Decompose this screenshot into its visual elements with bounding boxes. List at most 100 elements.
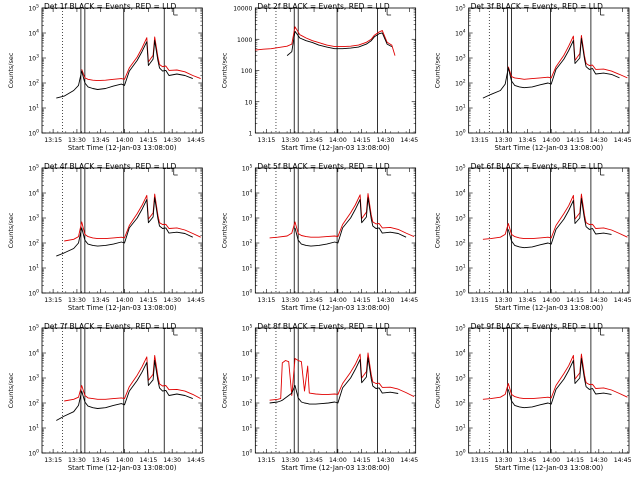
y-tick-exponent: 1 bbox=[36, 104, 39, 110]
y-tick-exponent: 1 bbox=[463, 264, 466, 270]
y-tick-exponent: 0 bbox=[36, 129, 39, 135]
x-tick-label: 13:45 bbox=[92, 137, 110, 144]
series-line-lld bbox=[482, 193, 628, 240]
x-tick-label: 13:45 bbox=[305, 137, 323, 144]
y-tick-label: 101 bbox=[242, 264, 253, 273]
x-tick-label: 14:00 bbox=[329, 457, 347, 464]
y-axis-label: Counts/sec bbox=[220, 52, 228, 88]
y-tick-label: 104 bbox=[455, 29, 466, 38]
x-tick-label: 14:45 bbox=[400, 137, 418, 144]
x-tick-label: 14:00 bbox=[116, 297, 134, 304]
series-line-lld bbox=[64, 354, 201, 402]
series-line-lld bbox=[81, 36, 201, 82]
x-tick-label: 13:15 bbox=[44, 457, 62, 464]
y-tick-label: 104 bbox=[28, 349, 39, 358]
y-tick-exponent: 5 bbox=[36, 324, 39, 330]
x-tick-label: 13:15 bbox=[471, 457, 489, 464]
y-tick-label: 102 bbox=[455, 79, 466, 88]
panel-title: Det 5f BLACK = Events, RED = LLD bbox=[257, 162, 390, 171]
x-tick-label: 14:30 bbox=[163, 457, 181, 464]
series-line-lld bbox=[269, 193, 415, 239]
y-tick-label: 100 bbox=[28, 289, 39, 298]
y-tick-label: 101 bbox=[455, 264, 466, 273]
y-tick-exponent: 3 bbox=[36, 54, 39, 60]
series-line-events bbox=[507, 198, 612, 249]
series-line-lld bbox=[255, 26, 396, 56]
y-tick-exponent: 1 bbox=[36, 424, 39, 430]
x-tick-label: 14:45 bbox=[187, 297, 205, 304]
y-tick-label: 105 bbox=[28, 324, 39, 333]
x-tick-label: 13:15 bbox=[258, 297, 276, 304]
y-axis-label: Counts/sec bbox=[7, 52, 15, 88]
x-tick-label: 13:15 bbox=[44, 297, 62, 304]
plot-frame bbox=[468, 167, 630, 294]
y-tick-label: 102 bbox=[455, 239, 466, 248]
y-tick-exponent: 0 bbox=[463, 289, 466, 295]
panel-4: Det 4f BLACK = Events, RED = LLD 100 101 10… bbox=[7, 162, 205, 312]
y-tick-label: 100 bbox=[28, 129, 39, 138]
panel-1: Det 1f BLACK = Events, RED = LLD10010110… bbox=[7, 2, 205, 152]
x-tick-label: 14:00 bbox=[542, 457, 560, 464]
y-axis-label: Counts/sec bbox=[434, 212, 442, 248]
y-tick-exponent: 5 bbox=[36, 164, 39, 170]
x-tick-label: 13:30 bbox=[281, 457, 299, 464]
y-tick-exponent: 5 bbox=[249, 164, 252, 170]
y-tick-exponent: 5 bbox=[463, 324, 466, 330]
y-tick-label: 101 bbox=[28, 104, 39, 113]
x-tick-label: 13:45 bbox=[92, 457, 110, 464]
series-line-events bbox=[286, 30, 393, 56]
y-tick-label: 101 bbox=[455, 104, 466, 113]
y-tick-exponent: 4 bbox=[36, 189, 39, 195]
x-tick-label: 14:45 bbox=[400, 457, 418, 464]
x-tick-label: 14:30 bbox=[163, 137, 181, 144]
y-tick-exponent: 5 bbox=[36, 4, 39, 10]
x-tick-label: 13:30 bbox=[495, 297, 513, 304]
x-tick-label: 14:45 bbox=[400, 297, 418, 304]
panel-8: Det 8f BLACK = Events, RED = LLD10010110… bbox=[220, 322, 418, 472]
plot-frame bbox=[254, 327, 417, 454]
x-axis-label: Start Time (12-Jan-03 13:08:00) bbox=[68, 144, 177, 152]
y-tick-exponent: 2 bbox=[249, 239, 252, 245]
x-tick-label: 14:15 bbox=[566, 297, 584, 304]
panel-7: Det 7f BLACK = Events, RED = LLD10010110… bbox=[7, 322, 205, 472]
panel-title: Det 8f BLACK = Events, RED = LLD bbox=[257, 322, 390, 331]
x-tick-label: 14:15 bbox=[353, 297, 371, 304]
x-tick-label: 13:45 bbox=[518, 297, 536, 304]
x-tick-label: 14:15 bbox=[566, 457, 584, 464]
x-axis-label: Start Time (12-Jan-03 13:08:00) bbox=[281, 304, 390, 312]
x-tick-label: 13:45 bbox=[518, 457, 536, 464]
x-axis-label: Start Time (12-Jan-03 13:08:00) bbox=[68, 304, 177, 312]
y-tick-label: 101 bbox=[28, 424, 39, 433]
y-tick-label: 100 bbox=[241, 68, 253, 75]
panel-title: Det 4f BLACK = Events, RED = LLD bbox=[44, 162, 177, 171]
x-tick-label: 14:30 bbox=[590, 297, 608, 304]
y-tick-label: 103 bbox=[28, 214, 39, 223]
y-tick-label: 103 bbox=[242, 374, 253, 383]
x-tick-label: 13:45 bbox=[305, 297, 323, 304]
x-axis-label: Start Time (12-Jan-03 13:08:00) bbox=[281, 144, 390, 152]
y-tick-exponent: 2 bbox=[463, 399, 466, 405]
y-tick-exponent: 3 bbox=[463, 54, 466, 60]
panel-title: Det 6f BLACK = Events, RED = LLD bbox=[471, 162, 604, 171]
y-tick-label: 102 bbox=[28, 79, 39, 88]
y-tick-label: 103 bbox=[28, 374, 39, 383]
y-tick-exponent: 3 bbox=[36, 374, 39, 380]
series-line-lld bbox=[269, 352, 415, 401]
y-tick-label: 101 bbox=[28, 264, 39, 273]
y-tick-exponent: 3 bbox=[463, 214, 466, 220]
x-tick-label: 14:30 bbox=[377, 137, 395, 144]
y-tick-label: 102 bbox=[28, 399, 39, 408]
x-tick-label: 13:45 bbox=[92, 297, 110, 304]
x-tick-label: 13:30 bbox=[281, 297, 299, 304]
y-tick-exponent: 3 bbox=[249, 214, 252, 220]
x-tick-label: 14:15 bbox=[139, 137, 157, 144]
series-line-events bbox=[482, 38, 620, 99]
y-tick-exponent: 2 bbox=[36, 79, 39, 85]
y-tick-label: 103 bbox=[455, 374, 466, 383]
plot-frame bbox=[41, 327, 203, 454]
y-tick-label: 105 bbox=[28, 4, 39, 13]
y-tick-exponent: 1 bbox=[249, 424, 252, 430]
y-tick-label: 10000 bbox=[233, 6, 252, 13]
x-tick-label: 14:45 bbox=[187, 457, 205, 464]
